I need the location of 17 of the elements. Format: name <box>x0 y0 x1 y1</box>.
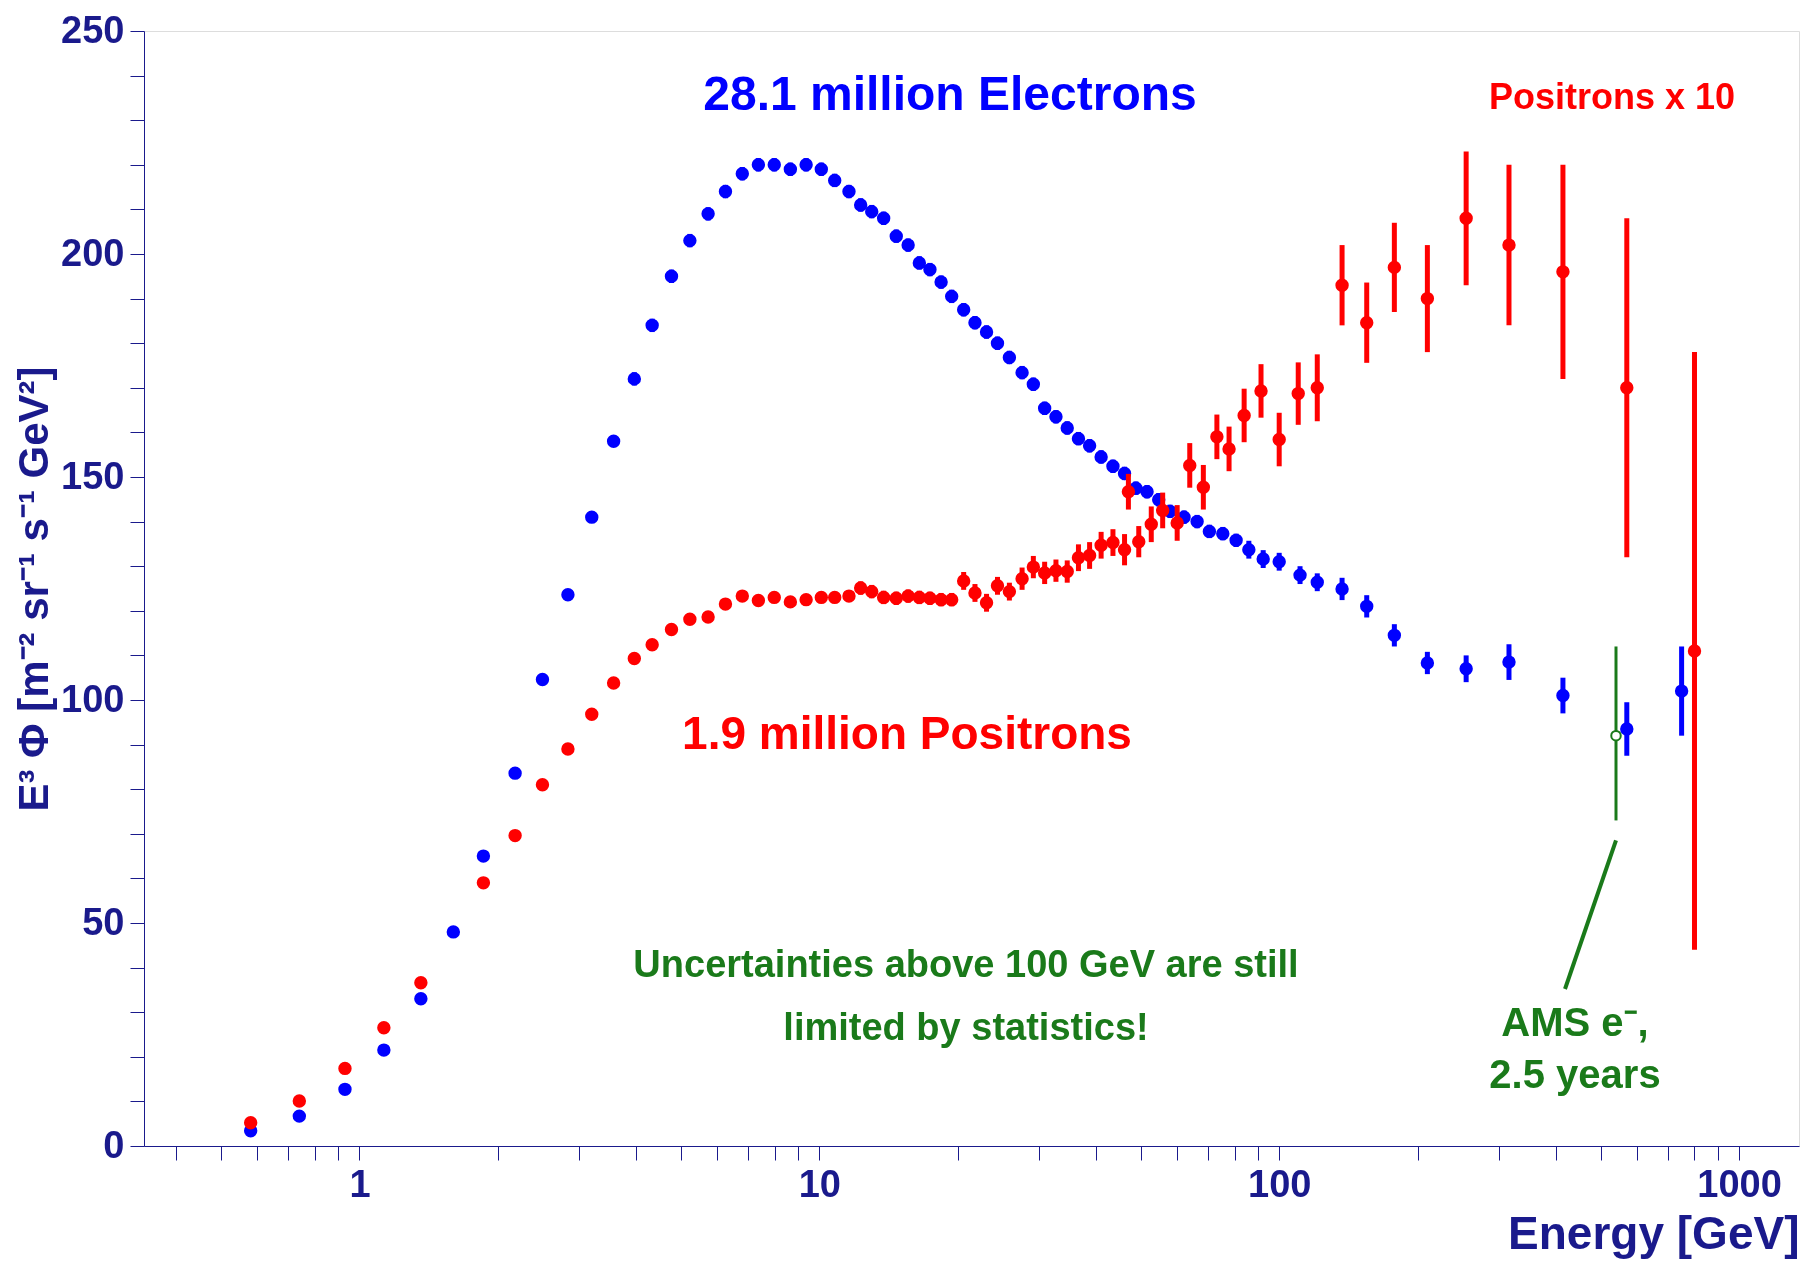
y-axis-title: E³ Φ [m⁻² sr⁻¹ s⁻¹ GeV²] <box>10 366 58 812</box>
y-tick-label: 0 <box>103 1123 125 1166</box>
y-tick-label: 250 <box>61 8 125 51</box>
x-tick-label: 10 <box>798 1162 841 1205</box>
text: AMS e⁻, 2.5 years <box>1489 1000 1661 1096</box>
y-tick-label: 150 <box>61 454 125 497</box>
x-tick-label: 1000 <box>1697 1162 1782 1205</box>
series-label: 1.9 million Positrons <box>682 707 1132 759</box>
x-tick-label: 1 <box>349 1162 371 1205</box>
x-axis-title: Energy [GeV] <box>1508 1206 1800 1259</box>
series-label: 28.1 million Electrons <box>703 67 1197 120</box>
y-tick-label: 200 <box>61 231 125 274</box>
y-tick-label: 50 <box>82 900 125 943</box>
x-tick-label: 100 <box>1247 1162 1312 1205</box>
y-tick-label: 100 <box>61 677 125 720</box>
annotation: Positrons x 10 <box>1488 76 1736 117</box>
annotation: Uncertainties above 100 GeV are still limited by statistics! <box>633 943 1299 1048</box>
